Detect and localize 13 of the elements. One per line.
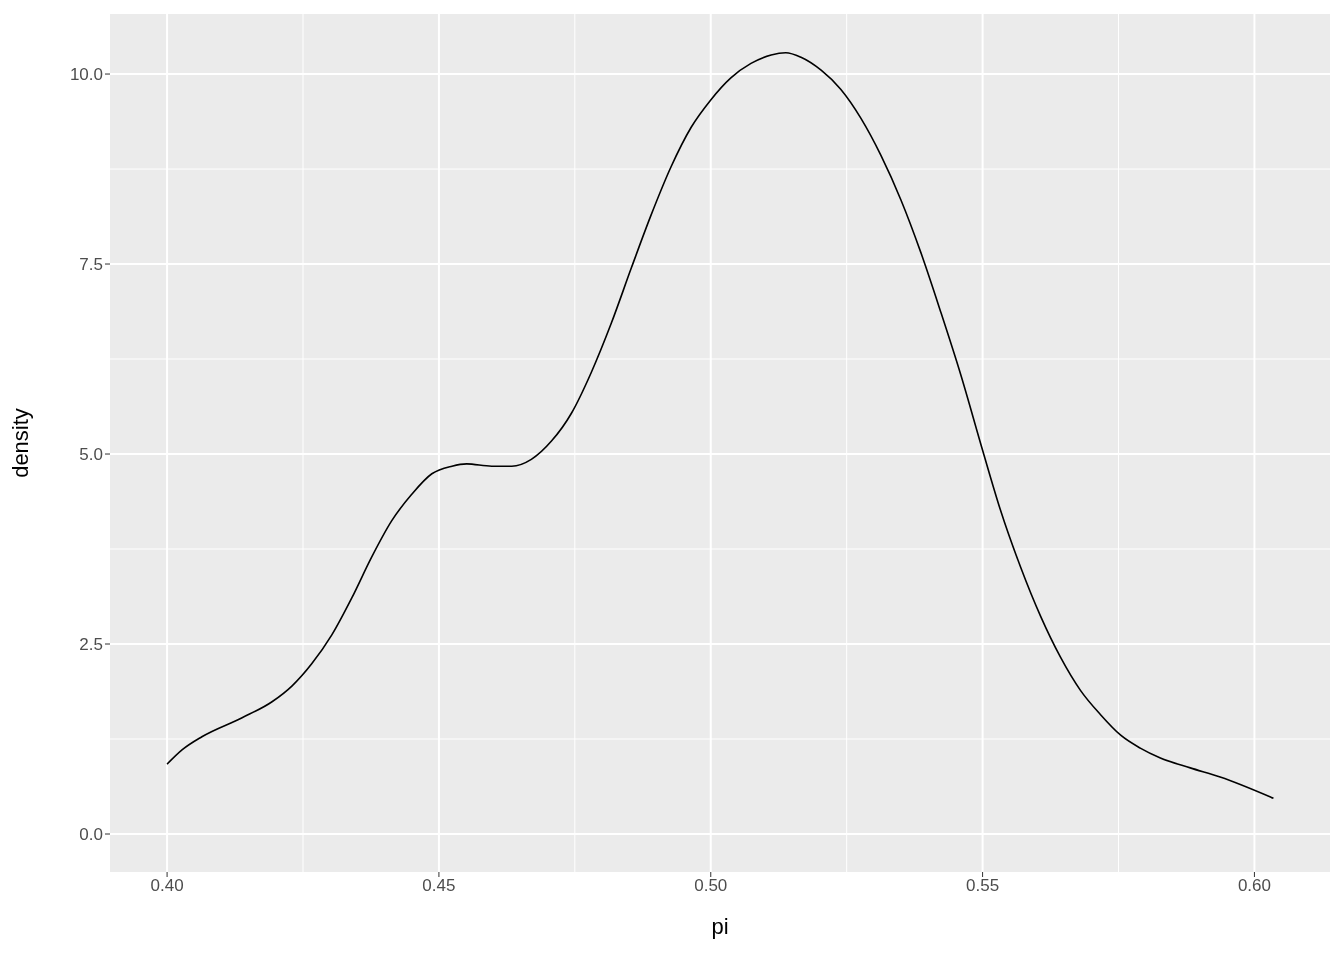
line-series [166, 51, 1275, 800]
x-tick-label: 0.45 [422, 876, 456, 896]
y-axis-title: density [7, 408, 33, 478]
y-tick-label: 7.5 [79, 255, 103, 275]
y-tick-label: 5.0 [79, 445, 103, 465]
x-tick-label: 0.40 [150, 876, 184, 896]
x-axis-title: pi [711, 914, 729, 939]
x-tick-label: 0.55 [966, 876, 1000, 896]
x-tick-label: 0.60 [1237, 876, 1271, 896]
x-tick-label: 0.50 [694, 876, 728, 896]
y-tick-label: 2.5 [79, 635, 103, 655]
y-tick-label: 10.0 [69, 65, 103, 85]
y-tick-label: 0.0 [79, 825, 103, 845]
